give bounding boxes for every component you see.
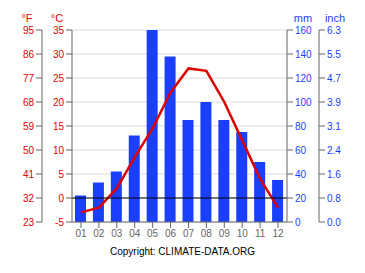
svg-text:50: 50 (23, 145, 35, 156)
svg-text:80: 80 (295, 121, 307, 132)
svg-text:1.6: 1.6 (327, 169, 341, 180)
svg-text:03: 03 (111, 228, 123, 239)
svg-text:59: 59 (23, 121, 35, 132)
svg-text:30: 30 (53, 49, 65, 60)
svg-text:0: 0 (58, 193, 64, 204)
svg-text:5.5: 5.5 (327, 49, 341, 60)
svg-text:15: 15 (53, 121, 65, 132)
svg-text:23: 23 (23, 217, 35, 228)
svg-text:02: 02 (93, 228, 105, 239)
svg-text:mm: mm (294, 12, 312, 24)
svg-text:68: 68 (23, 97, 35, 108)
svg-text:07: 07 (183, 228, 195, 239)
svg-text:120: 120 (295, 73, 312, 84)
svg-text:10: 10 (237, 228, 249, 239)
svg-text:°F: °F (21, 12, 32, 24)
svg-text:6.3: 6.3 (327, 25, 341, 36)
svg-text:25: 25 (53, 73, 65, 84)
svg-text:12: 12 (272, 228, 284, 239)
svg-text:-5: -5 (55, 217, 64, 228)
svg-text:09: 09 (219, 228, 231, 239)
svg-text:41: 41 (23, 169, 35, 180)
svg-text:5: 5 (58, 169, 64, 180)
svg-text:3.9: 3.9 (327, 97, 341, 108)
svg-text:11: 11 (255, 228, 266, 239)
svg-text:4.7: 4.7 (327, 73, 341, 84)
svg-text:32: 32 (23, 193, 35, 204)
svg-text:3.1: 3.1 (327, 121, 341, 132)
svg-text:40: 40 (295, 169, 307, 180)
svg-text:0.0: 0.0 (327, 217, 341, 228)
svg-text:20: 20 (53, 97, 65, 108)
svg-text:0: 0 (295, 217, 301, 228)
svg-text:140: 140 (295, 49, 312, 60)
html-text:Copyright: CLIMATE-DATA.ORG: Copyright: CLIMATE-DATA.ORG (110, 246, 255, 257)
svg-text:35: 35 (53, 25, 65, 36)
svg-text:04: 04 (129, 228, 141, 239)
svg-text:20: 20 (295, 193, 307, 204)
svg-text:01: 01 (75, 228, 87, 239)
svg-text:°C: °C (51, 12, 63, 24)
svg-text:06: 06 (165, 228, 177, 239)
svg-text:0.8: 0.8 (327, 193, 341, 204)
svg-text:86: 86 (23, 49, 35, 60)
svg-text:05: 05 (147, 228, 159, 239)
svg-text:08: 08 (201, 228, 213, 239)
svg-text:inch: inch (325, 12, 345, 24)
svg-text:77: 77 (23, 73, 35, 84)
svg-text:10: 10 (53, 145, 65, 156)
svg-text:95: 95 (23, 25, 35, 36)
svg-text:60: 60 (295, 145, 307, 156)
svg-text:100: 100 (295, 97, 312, 108)
svg-text:160: 160 (295, 25, 312, 36)
svg-text:2.4: 2.4 (327, 145, 341, 156)
